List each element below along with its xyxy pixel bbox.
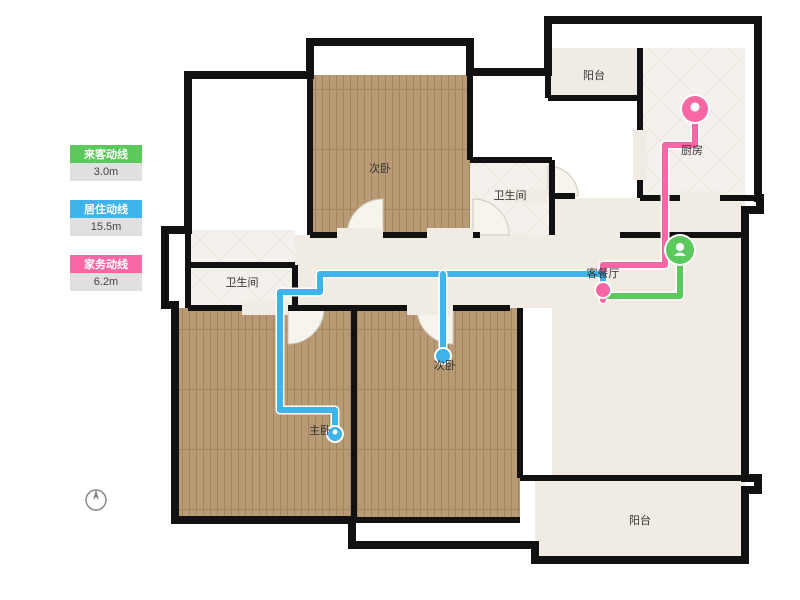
legend-label: 家务动线 [70,255,142,273]
legend-value: 3.0m [70,163,142,181]
legend-item: 居住动线15.5m [70,200,142,236]
compass-icon [82,486,110,514]
legend-value: 6.2m [70,273,142,291]
legend-value: 15.5m [70,218,142,236]
legend-item: 家务动线6.2m [70,255,142,291]
legend-label: 居住动线 [70,200,142,218]
legend-label: 来客动线 [70,145,142,163]
legend-item: 来客动线3.0m [70,145,142,181]
